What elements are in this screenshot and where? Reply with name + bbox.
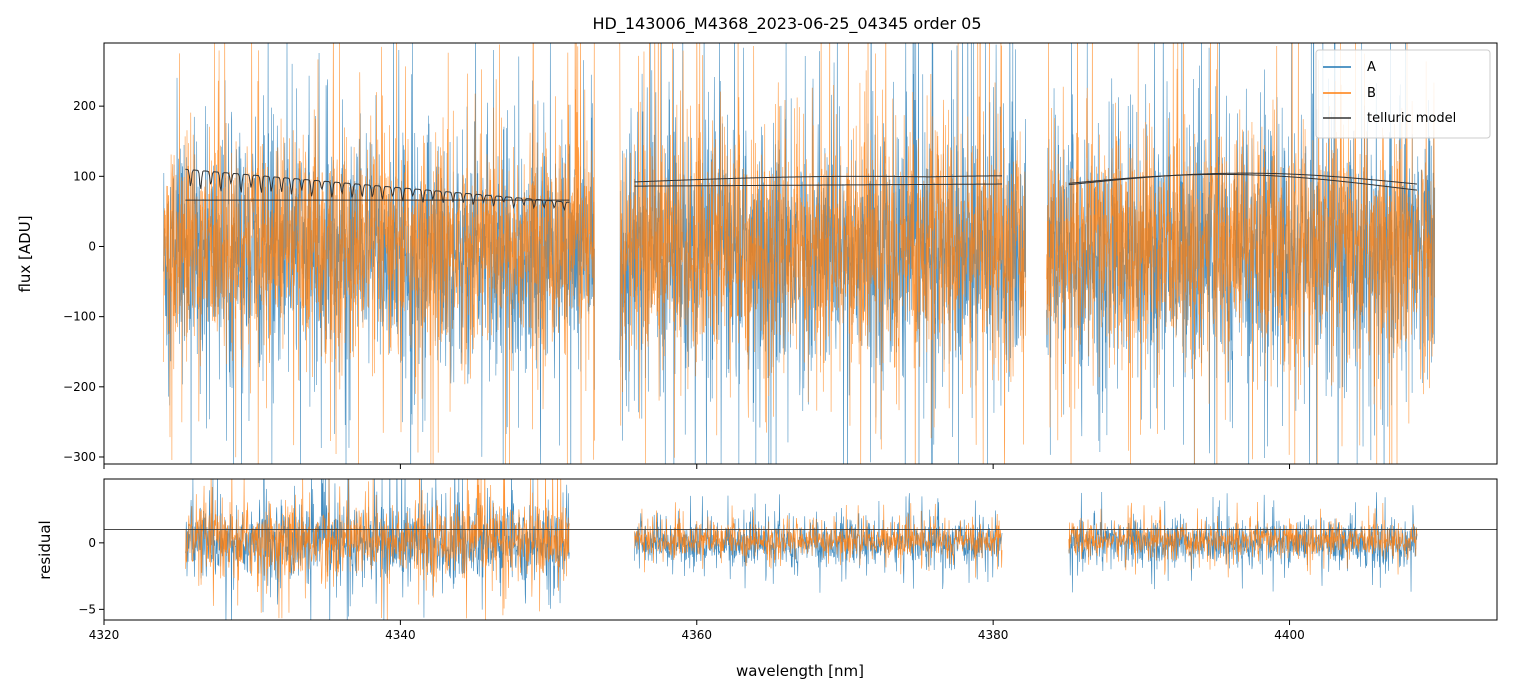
y-tick-label: −200	[63, 380, 96, 394]
y-tick-label: 100	[73, 169, 96, 183]
series-B-segment-0	[162, 43, 595, 464]
series-B-segment-2	[1068, 502, 1418, 578]
y-tick-label: 200	[73, 99, 96, 113]
bottom-axes-frame	[103, 478, 1498, 621]
legend-label-B: B	[1367, 86, 1376, 101]
top-axes-frame	[103, 42, 1498, 465]
top-x-ticks	[103, 464, 1291, 469]
bottom-x-ticks: 4320 4340 4360 4380 4400	[89, 620, 1305, 642]
chart-title: HD_143006_M4368_2023-06-25_04345 order 0…	[592, 14, 981, 34]
x-tick-label: 4380	[978, 628, 1009, 642]
telluric-model-1	[634, 175, 1003, 183]
legend-label-telluric: telluric model	[1367, 111, 1456, 126]
legend-box	[1315, 49, 1491, 139]
series-B-residual	[185, 479, 1418, 620]
y-tick-label: 0	[88, 239, 96, 253]
telluric-model-0	[185, 168, 570, 212]
bottom-plot-area	[104, 479, 1497, 620]
top-plot-area	[162, 43, 1436, 464]
x-tick-label: 4320	[89, 628, 120, 642]
bottom-y-axis-label: residual	[36, 520, 54, 579]
telluric-baseline-1	[634, 183, 1003, 187]
telluric-baseline-2	[1068, 172, 1418, 186]
series-A-segment-1	[634, 493, 1003, 593]
y-tick-label: −300	[63, 450, 96, 464]
x-tick-label: 4360	[681, 628, 712, 642]
top-y-ticks: 200 100 0 −100 −200 −300	[63, 99, 104, 464]
top-y-axis-label: flux [ADU]	[16, 215, 34, 292]
series-B-segment-0	[185, 479, 570, 620]
x-tick-label: 4400	[1274, 628, 1305, 642]
y-tick-label: −5	[78, 602, 96, 616]
y-tick-label: −100	[63, 310, 96, 324]
legend-label-A: A	[1367, 60, 1376, 75]
series-B-segment-2	[1046, 43, 1436, 464]
series-B-flux	[162, 43, 1436, 464]
telluric-model-2	[1068, 173, 1418, 191]
legend: A B telluric model	[1315, 49, 1491, 139]
bottom-y-ticks: 0 −5	[78, 536, 104, 616]
series-B-segment-1	[634, 502, 1003, 578]
series-B-segment-1	[619, 43, 1027, 464]
x-tick-label: 4340	[385, 628, 416, 642]
y-tick-label: 0	[88, 536, 96, 550]
x-axis-label: wavelength [nm]	[736, 662, 864, 680]
series-telluric-model	[185, 168, 1418, 212]
